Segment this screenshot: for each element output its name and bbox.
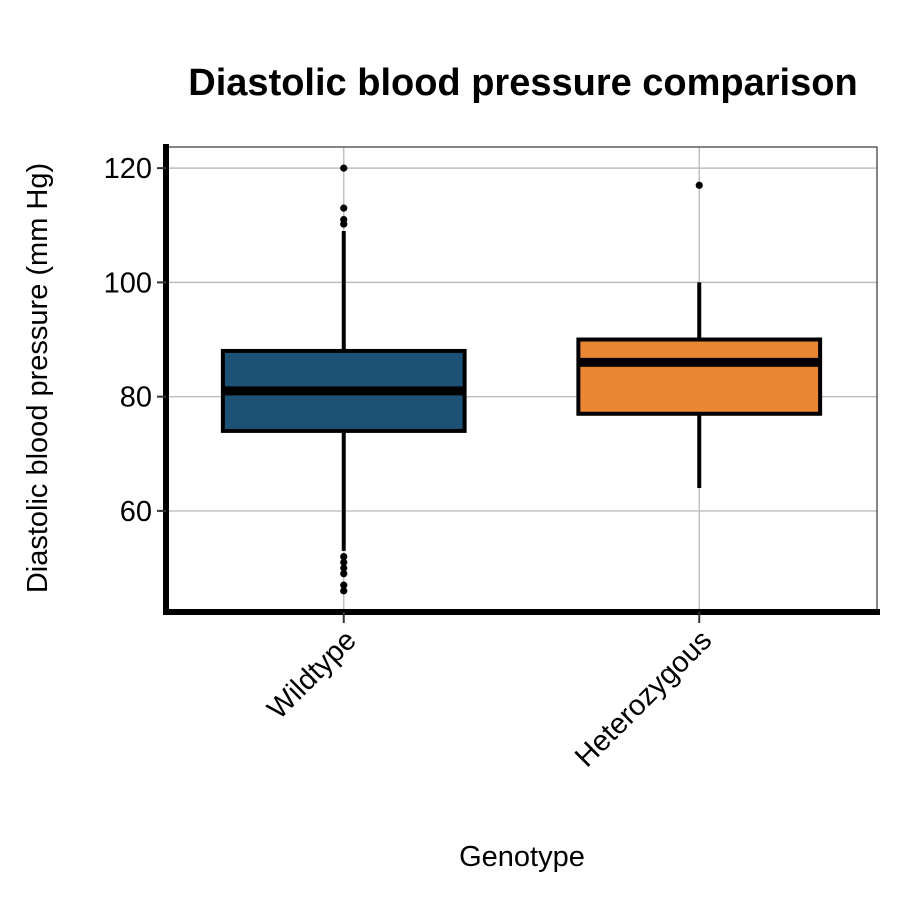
outlier-point — [340, 581, 348, 589]
y-tick-label: 80 — [120, 382, 152, 414]
outlier-point — [340, 570, 348, 578]
y-axis-title: Diastolic blood pressure (mm Hg) — [22, 163, 54, 593]
outlier-point — [340, 558, 348, 566]
box-group-wildtype — [220, 164, 467, 595]
outlier-point — [340, 220, 348, 228]
y-tick-label: 120 — [104, 153, 152, 185]
y-tick-label: 60 — [120, 496, 152, 528]
outlier-point — [340, 587, 348, 595]
outlier-point — [340, 564, 348, 572]
box-group-heterozygous — [576, 181, 823, 489]
chart-title: Diastolic blood pressure comparison — [188, 62, 857, 104]
outlier-point — [340, 164, 348, 172]
boxes — [220, 164, 823, 595]
outlier-point — [340, 204, 348, 212]
x-axis-title: Genotype — [459, 841, 585, 873]
outlier-point — [695, 181, 703, 189]
axis-ticks — [157, 167, 701, 623]
outlier-point — [340, 552, 348, 561]
box-heterozygous — [576, 337, 823, 416]
y-tick-label: 100 — [104, 267, 152, 299]
